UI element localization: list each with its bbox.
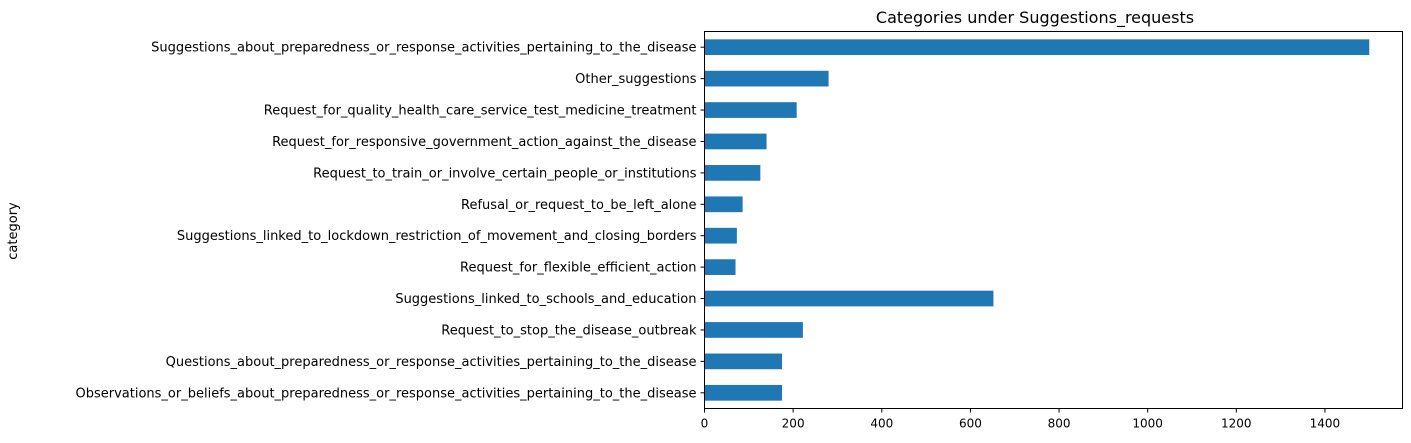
category-label: Request_for_quality_health_care_service_… (264, 104, 697, 119)
category-label: Other_suggestions (575, 72, 697, 87)
category-label: Request_for_flexible_efficient_action (460, 261, 696, 276)
bar (704, 196, 743, 213)
x-tick-label: 200 (782, 417, 805, 431)
bar (704, 39, 1370, 56)
category-label: Suggestions_linked_to_schools_and_educat… (395, 292, 696, 307)
x-tick-label: 1200 (1221, 417, 1252, 431)
category-label: Questions_about_preparedness_or_response… (166, 355, 697, 370)
bar (704, 322, 803, 338)
bar (704, 133, 767, 150)
category-label: Suggestions_linked_to_lockdown_restricti… (177, 229, 697, 244)
category-label: Suggestions_about_preparedness_or_respon… (151, 41, 696, 56)
x-axis-ticks: 0 200 400 600 800 1000 1200 1400 (701, 408, 1341, 431)
category-label: Request_for_responsive_government_action… (272, 135, 696, 150)
category-label: Observations_or_beliefs_about_preparedne… (75, 386, 696, 401)
category-labels: Suggestions_about_preparedness_or_respon… (75, 41, 705, 401)
bar (704, 165, 761, 181)
x-tick-label: 1000 (1132, 417, 1163, 431)
bar (704, 227, 737, 244)
x-tick-label: 1400 (1310, 417, 1341, 431)
category-label: Refusal_or_request_to_be_left_alone (461, 198, 696, 213)
x-tick-label: 800 (1048, 417, 1071, 431)
x-tick-label: 600 (959, 417, 982, 431)
bar (704, 290, 994, 307)
bar (704, 353, 783, 370)
category-label: Request_to_stop_the_disease_outbreak (441, 323, 697, 338)
bar (704, 259, 736, 275)
bar (704, 384, 783, 401)
bar (704, 70, 829, 87)
x-tick-label: 0 (701, 417, 709, 431)
x-tick-label: 400 (870, 417, 893, 431)
y-axis-label: category (6, 202, 21, 260)
chart-title: Categories under Suggestions_requests (876, 8, 1194, 28)
bar (704, 102, 797, 118)
category-label: Request_to_train_or_involve_certain_peop… (313, 166, 697, 181)
plot-frame (704, 31, 1403, 409)
bars-group (704, 39, 1370, 401)
